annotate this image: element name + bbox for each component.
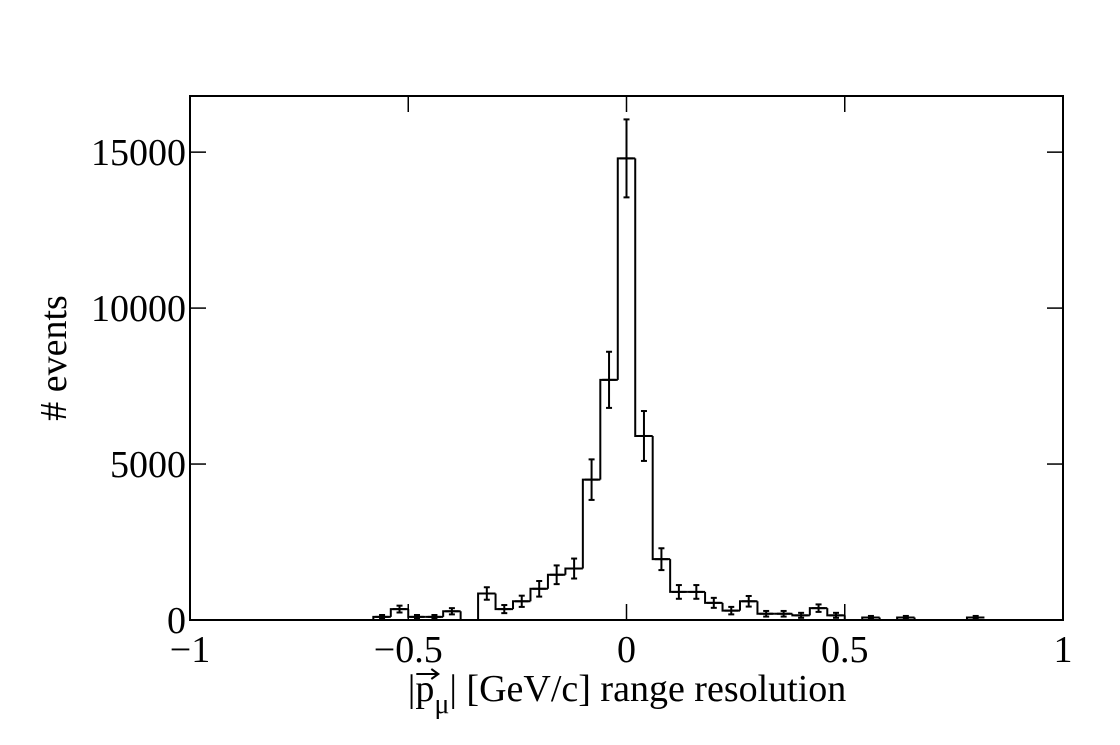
- error-bar-25: [811, 603, 826, 613]
- x-tick-labels: −1 −0.5 0 0.5 1: [170, 629, 1073, 671]
- histogram-bin-16: [651, 435, 671, 561]
- error-bar-3: [427, 614, 442, 620]
- x-axis-title: |pμ| [GeV/c] range resolution: [408, 668, 847, 720]
- error-bar-20: [724, 605, 738, 616]
- error-bars: [375, 118, 983, 621]
- error-bar-24: [794, 611, 808, 619]
- x-title-suffix: | [GeV/c] range resolution: [449, 668, 846, 710]
- x-tick-label-3: 0.5: [821, 629, 869, 671]
- error-bar-13: [602, 350, 616, 409]
- y-axis-title: # events: [33, 295, 75, 421]
- x-tick-label-0: −1: [170, 629, 210, 671]
- y-tick-label-3: 15000: [91, 132, 186, 174]
- error-bar-1: [392, 604, 407, 614]
- error-bar-2: [410, 614, 424, 620]
- y-tick-label-1: 5000: [110, 444, 186, 486]
- error-bar-9: [532, 580, 546, 598]
- error-bar-19: [707, 596, 721, 609]
- y-tick-label-2: 10000: [91, 288, 186, 330]
- error-bar-7: [497, 604, 512, 615]
- x-title-vector: p: [415, 668, 434, 710]
- error-bar-14: [619, 118, 634, 199]
- error-bar-21: [741, 594, 756, 608]
- error-bar-17: [672, 584, 686, 600]
- plot-frame: [189, 95, 1064, 621]
- y-tick-labels: 0 5000 10000 15000: [91, 132, 186, 642]
- error-bar-22: [759, 609, 773, 618]
- error-bar-11: [567, 557, 581, 580]
- error-bar-15: [637, 410, 651, 462]
- error-bar-12: [584, 458, 599, 501]
- vector-arrow-icon: [416, 668, 441, 680]
- error-bar-28: [864, 614, 878, 621]
- error-bar-16: [654, 547, 669, 572]
- error-bar-23: [776, 609, 791, 618]
- error-bar-4: [445, 607, 459, 616]
- error-bar-8: [515, 594, 529, 608]
- x-tick-label-1: −0.5: [374, 629, 443, 671]
- error-bar-0: [375, 614, 389, 620]
- x-title-subscript: μ: [434, 689, 449, 720]
- y-tick-label-0: 0: [167, 600, 186, 642]
- error-bar-6: [480, 586, 494, 601]
- error-bar-34: [968, 614, 983, 621]
- error-bar-18: [689, 584, 704, 600]
- error-bar-10: [549, 564, 564, 586]
- histogram-bin-5: [459, 611, 479, 621]
- histogram-bars: [190, 157, 1063, 621]
- x-tick-label-4: 1: [1054, 629, 1073, 671]
- error-bar-26: [829, 611, 843, 619]
- x-title-prefix: |: [408, 668, 416, 710]
- x-tick-label-2: 0: [617, 629, 636, 671]
- error-bar-30: [899, 614, 913, 621]
- histogram-bin-15: [634, 158, 653, 437]
